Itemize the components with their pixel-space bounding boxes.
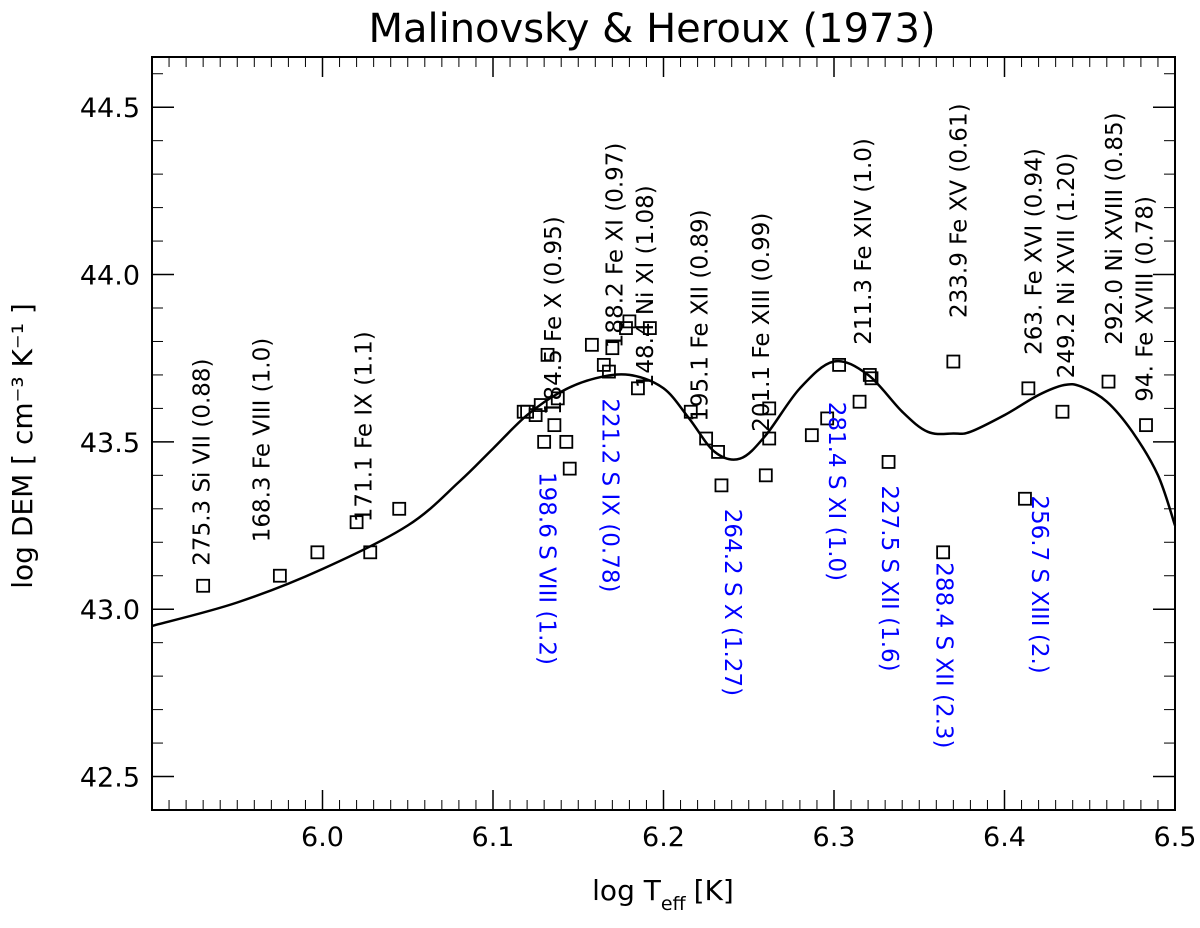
data-point-square <box>642 321 657 335</box>
data-point-square <box>714 478 729 493</box>
x-tick-label: 6.2 <box>642 822 685 853</box>
line-annotation: 188.2 Fe XI (0.97) <box>602 143 628 349</box>
y-tick-label: 43.5 <box>80 428 140 459</box>
line-annotation: 171.1 Fe IX (1.1) <box>352 331 378 522</box>
data-point-square <box>537 434 552 449</box>
data-point-square <box>1021 381 1036 396</box>
line-annotation: 195.1 Fe XII (0.89) <box>688 209 714 421</box>
line-annotation: 263. Fe XVI (0.94) <box>1022 148 1048 355</box>
data-point-square <box>310 545 325 560</box>
x-tick-label: 6.0 <box>301 822 344 853</box>
data-point-square <box>559 434 574 449</box>
tick-labels: 6.0 6.1 6.2 6.3 6.4 6.5 42.5 43.0 43.5 44.0 44.5 <box>80 93 1197 853</box>
line-annotation: 168.3 Fe VIII (1.0) <box>249 338 275 543</box>
x-tick-label: 6.3 <box>813 822 856 853</box>
data-point-square <box>562 461 577 476</box>
data-point-square <box>683 404 698 419</box>
y-tick-label: 44.0 <box>80 261 140 292</box>
line-annotation: 201.1 Fe XIII (0.99) <box>749 213 775 432</box>
line-annotation: 94. Fe XVIII (0.78) <box>1133 196 1159 402</box>
data-point-square <box>1101 374 1116 389</box>
blue-line-annotation: 198.6 S VIII (1.2) <box>533 472 559 665</box>
data-point-square <box>832 357 847 372</box>
y-axis-label: log DEM [ cm⁻³ K⁻¹ ] <box>6 303 39 588</box>
line-annotation: 233.9 Fe XV (0.61) <box>947 103 973 318</box>
data-point-square <box>699 431 714 446</box>
data-point-square <box>762 431 777 446</box>
blue-line-annotation: 264.2 S X (1.27) <box>719 509 745 696</box>
data-point-square <box>762 401 777 416</box>
data-point-square <box>946 354 961 369</box>
y-tick-label: 43.0 <box>80 595 140 626</box>
x-tick-label: 6.1 <box>472 822 515 853</box>
line-annotation: 249.2 Ni XVII (1.20) <box>1054 153 1080 379</box>
data-point-square <box>196 578 211 593</box>
chart-title: Malinovsky & Heroux (1973) <box>368 6 935 52</box>
line-annotation: 211.3 Fe XIV (1.0) <box>851 138 877 345</box>
data-point-square <box>602 364 616 379</box>
data-point-square <box>1055 404 1070 419</box>
data-point-square <box>711 445 725 459</box>
data-point-square <box>758 468 773 483</box>
x-tick-label: 6.5 <box>1154 822 1197 853</box>
data-point-square <box>1018 491 1032 506</box>
data-point-square <box>804 428 819 443</box>
line-annotation: 275.3 Si VII (0.88) <box>190 358 216 565</box>
x-axis-label: log Teff [K] <box>592 874 734 915</box>
data-point-square <box>1139 418 1153 433</box>
data-point-square <box>392 501 407 516</box>
data-point-square <box>349 515 364 530</box>
data-point-square <box>363 545 378 560</box>
line-annotation: 184.5 Fe X (0.95) <box>541 216 567 415</box>
blue-line-annotation: 281.4 S XI (1.0) <box>823 402 849 581</box>
data-point-square <box>520 404 534 419</box>
x-tick-label: 6.4 <box>983 822 1026 853</box>
line-annotations: 275.3 Si VII (0.88) 168.3 Fe VIII (1.0) 17… <box>190 103 1159 748</box>
data-point-square <box>533 398 548 412</box>
y-tick-label: 44.5 <box>80 93 140 124</box>
blue-line-annotation: 227.5 S XII (1.6) <box>876 485 902 671</box>
data-points-layer <box>196 314 1153 593</box>
line-annotation: 148.4 Ni XI (1.08) <box>633 185 659 388</box>
y-tick-label: 42.5 <box>80 763 140 794</box>
data-point-square <box>550 391 565 406</box>
line-annotation: 292.0 Ni XVIII (0.85) <box>1102 112 1128 344</box>
data-point-square <box>547 418 562 433</box>
data-point-square <box>936 545 951 560</box>
data-point-square <box>820 411 835 426</box>
data-point-square <box>881 455 896 469</box>
data-point-square <box>605 341 620 356</box>
data-point-square <box>862 368 877 382</box>
data-point-square <box>622 314 637 329</box>
data-point-square <box>272 568 287 583</box>
data-point-square <box>852 394 867 409</box>
blue-line-annotation: 256.7 S XIII (2.) <box>1026 495 1052 673</box>
blue-line-annotation: 288.4 S XII (2.3) <box>931 562 957 748</box>
data-point-square <box>864 371 879 386</box>
data-point-square <box>584 337 599 352</box>
data-point-square <box>631 381 645 396</box>
blue-line-annotation: 221.2 S IX (0.78) <box>596 398 622 592</box>
axis-ticks <box>151 57 1176 811</box>
data-point-square <box>540 347 555 362</box>
